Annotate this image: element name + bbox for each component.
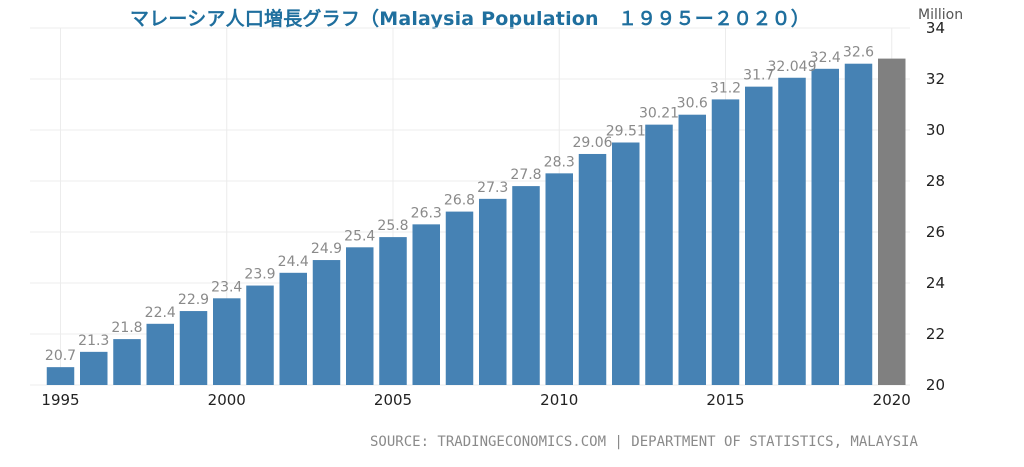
data-label-1997: 21.8 xyxy=(111,320,142,336)
data-label-2013: 30.21 xyxy=(639,106,679,122)
data-label-2017: 32.049 xyxy=(768,59,817,75)
y-axis: 20 22 24 26 28 30 32 34 xyxy=(926,19,945,394)
bar-2015 xyxy=(711,99,740,386)
bar-1997 xyxy=(113,339,141,385)
data-label-2000: 23.4 xyxy=(211,279,242,295)
data-label-layer: 20.721.321.822.422.923.423.924.424.925.4… xyxy=(45,45,874,364)
data-label-2006: 26.3 xyxy=(411,205,442,221)
bar-2009 xyxy=(512,186,540,385)
bar-2004 xyxy=(346,247,374,385)
bar-2010 xyxy=(545,173,573,385)
data-label-2001: 23.9 xyxy=(244,267,275,283)
y-tick-label: 24 xyxy=(926,274,945,292)
bar-2005 xyxy=(379,237,407,385)
data-label-2012: 29.51 xyxy=(606,123,646,139)
bar-1995 xyxy=(46,367,75,385)
bar-2006 xyxy=(412,224,440,385)
data-label-2007: 26.8 xyxy=(444,193,475,209)
bar-2011 xyxy=(578,153,607,385)
data-label-2015: 31.2 xyxy=(710,80,741,96)
bar-2013 xyxy=(645,124,673,386)
y-tick-label: 28 xyxy=(926,172,945,190)
y-tick-label: 32 xyxy=(926,70,945,88)
bar-2016 xyxy=(745,86,773,386)
data-label-2014: 30.6 xyxy=(677,96,708,112)
data-label-2002: 24.4 xyxy=(278,254,309,270)
bar-2012 xyxy=(612,142,640,385)
data-label-1996: 21.3 xyxy=(78,333,109,349)
data-label-1995: 20.7 xyxy=(45,348,76,364)
x-tick-label: 2000 xyxy=(208,391,246,409)
data-label-2011: 29.06 xyxy=(572,135,612,151)
bar-2007 xyxy=(445,211,474,385)
y-axis-unit-label: Million xyxy=(918,7,964,23)
bar-1996 xyxy=(80,351,108,385)
x-tick-label: 2005 xyxy=(374,391,412,409)
chart-title: マレーシア人口増長グラフ（Malaysia Population １９９５ー２０… xyxy=(130,8,810,30)
data-label-1998: 22.4 xyxy=(145,305,176,321)
data-label-2018: 32.4 xyxy=(810,50,841,66)
bar-2008 xyxy=(479,198,507,385)
y-tick-label: 30 xyxy=(926,121,945,139)
bar-2001 xyxy=(246,285,274,385)
bar-1998 xyxy=(146,323,174,385)
x-tick-label: 2010 xyxy=(540,391,578,409)
bar-2017 xyxy=(778,77,806,386)
data-label-2005: 25.8 xyxy=(377,218,408,234)
data-label-2019: 32.6 xyxy=(843,45,874,61)
data-label-2003: 24.9 xyxy=(311,241,342,257)
y-tick-label: 20 xyxy=(926,376,945,394)
data-label-1999: 22.9 xyxy=(178,292,209,308)
x-axis: 1995 2000 2005 2010 2015 2020 xyxy=(41,391,910,409)
source-note: SOURCE: TRADINGECONOMICS.COM | DEPARTMEN… xyxy=(370,434,918,450)
bar-2000 xyxy=(213,298,241,385)
bar-layer xyxy=(46,58,906,386)
bar-2020 xyxy=(878,58,906,385)
bar-2002 xyxy=(279,272,307,385)
data-label-2016: 31.7 xyxy=(743,68,774,84)
x-tick-label: 2015 xyxy=(706,391,744,409)
data-label-2010: 28.3 xyxy=(544,154,575,170)
bar-2003 xyxy=(312,260,341,385)
y-tick-label: 26 xyxy=(926,223,945,241)
bar-2018 xyxy=(811,68,839,386)
y-tick-label: 22 xyxy=(926,325,945,343)
data-label-2009: 27.8 xyxy=(510,167,541,183)
x-tick-label: 2020 xyxy=(873,391,911,409)
bar-1999 xyxy=(179,311,208,385)
data-label-2008: 27.3 xyxy=(477,180,508,196)
bar-2019 xyxy=(844,63,873,385)
y-tick-label: 34 xyxy=(926,19,945,37)
bar-2014 xyxy=(678,114,706,385)
data-label-2004: 25.4 xyxy=(344,228,375,244)
x-tick-label: 1995 xyxy=(41,391,79,409)
